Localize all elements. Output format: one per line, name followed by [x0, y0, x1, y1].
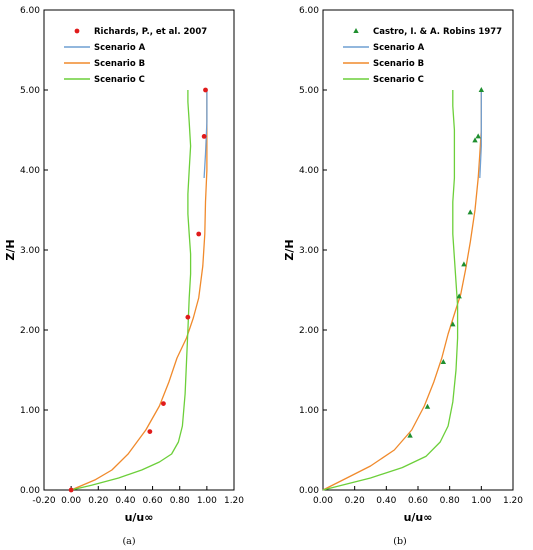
series-line-scenario-a: [479, 90, 482, 179]
y-tick-label: 3.00: [299, 246, 319, 256]
legend-label: Scenario A: [94, 43, 146, 53]
y-tick-label: 2.00: [299, 326, 319, 336]
y-axis-label: Z/H: [283, 239, 296, 260]
data-point: [203, 87, 208, 93]
legend: Richards, P., et al. 2007 Scenario A Scena…: [64, 27, 207, 85]
x-tick-label: 0.00: [61, 496, 81, 506]
data-point: [461, 261, 467, 267]
legend-item: Scenario B: [343, 59, 424, 69]
y-tick-label: 4.00: [20, 166, 40, 176]
data-point: [478, 87, 485, 92]
y-tick-label: 4.00: [299, 166, 319, 176]
legend-item: Scenario C: [64, 75, 145, 85]
legend-label: Scenario A: [373, 43, 425, 53]
legend-item: Scenario A: [64, 43, 146, 53]
x-axis-label: u/u∞: [125, 511, 154, 524]
data-point: [161, 401, 166, 406]
x-tick-label: 0.40: [115, 496, 135, 506]
data-point: [407, 432, 413, 438]
y-tick-label: 5.00: [20, 86, 40, 96]
legend-label: Scenario B: [373, 59, 424, 69]
legend-marker: [74, 28, 80, 34]
y-tick-label: 5.00: [299, 86, 319, 96]
x-axis-label: u/u∞: [404, 511, 433, 524]
x-tick-label: 0.00: [313, 496, 333, 506]
x-tick-label: 0.20: [88, 496, 108, 506]
legend-item: Castro, I. & A. Robins 1977: [353, 27, 502, 37]
y-axis-label: Z/H: [4, 239, 17, 260]
data-point: [196, 231, 202, 237]
y-tick-label: 1.00: [20, 406, 40, 416]
legend: Castro, I. & A. Robins 1977 Scenario A Sce…: [343, 27, 502, 85]
x-tick-label: 0.60: [408, 496, 428, 506]
series-line-scenario-a: [203, 90, 208, 179]
legend-item: Richards, P., et al. 2007: [74, 27, 207, 37]
series-line-scenario-c: [70, 90, 192, 491]
x-tick-label: 0.40: [376, 496, 396, 506]
x-tick-label: 0.80: [440, 496, 460, 506]
x-tick-label: 1.00: [471, 496, 491, 506]
data-point: [456, 293, 462, 299]
y-tick-label: 0.00: [299, 486, 319, 496]
data-point: [201, 134, 207, 139]
x-tick-label: -0.20: [32, 496, 56, 506]
x-tick-label: 1.20: [224, 496, 244, 506]
x-tick-label: 0.20: [345, 496, 365, 506]
series-line-scenario-c: [322, 90, 459, 491]
data-point: [475, 133, 481, 139]
legend-item: Scenario B: [64, 59, 145, 69]
y-tick-label: 0.00: [20, 486, 40, 496]
panel-caption: (a): [122, 536, 135, 547]
y-tick-label: 2.00: [20, 326, 40, 336]
data-point: [68, 487, 74, 493]
data-point: [424, 403, 431, 409]
x-tick-label: 1.20: [503, 496, 523, 506]
legend-label: Scenario C: [373, 75, 424, 85]
data-point: [450, 321, 456, 327]
legend-label: Scenario B: [94, 59, 145, 69]
legend-label: Richards, P., et al. 2007: [94, 27, 207, 37]
data-point: [185, 314, 191, 320]
legend-item: Scenario A: [343, 43, 425, 53]
y-tick-label: 6.00: [299, 6, 319, 16]
data-point: [147, 429, 153, 434]
panel-a: -0.20 0.00 0.20 0.40 0.60 0.80 1.00 1.200.001.0…: [4, 6, 244, 547]
legend-label: Castro, I. & A. Robins 1977: [373, 27, 502, 37]
x-tick-label: 0.60: [143, 496, 163, 506]
data-point: [467, 209, 473, 215]
x-tick-label: 1.00: [197, 496, 217, 506]
panel-b: 0.00 0.20 0.40 0.60 0.80 1.00 1.20 0.00 1.00 2.00…: [283, 6, 523, 547]
data-point: [440, 359, 447, 364]
y-tick-label: 1.00: [299, 406, 319, 416]
data-point: [472, 137, 478, 143]
y-tick-label: 6.00: [20, 6, 40, 16]
legend-marker: [353, 28, 359, 33]
legend-label: Scenario C: [94, 75, 145, 85]
legend-item: Scenario C: [343, 75, 424, 85]
y-tick-label: 3.00: [20, 246, 40, 256]
panel-caption: (b): [393, 536, 407, 547]
series-line-scenario-b: [70, 90, 208, 491]
series-line-scenario-b: [322, 90, 482, 491]
x-tick-label: 0.80: [170, 496, 190, 506]
